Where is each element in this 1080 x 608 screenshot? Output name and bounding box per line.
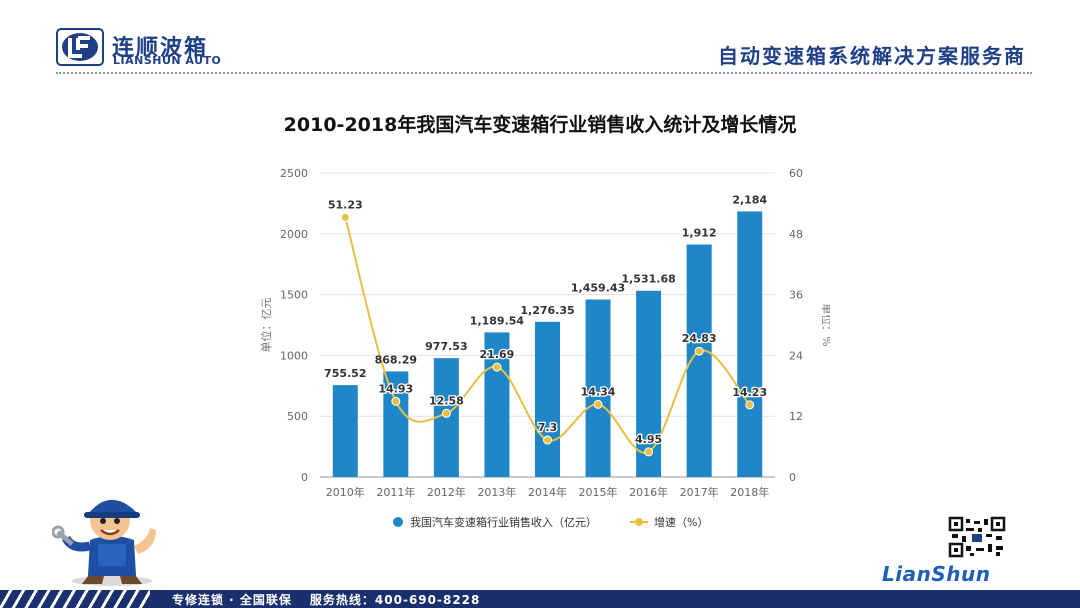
header-slogan: 自动变速箱系统解决方案服务商 <box>718 44 1026 68</box>
growth-point <box>745 400 755 410</box>
brand-name-en: LIANSHUN AUTO <box>113 54 222 67</box>
line-value-label: 14.34 <box>581 385 616 398</box>
chart-axes: 0 500 1000 1500 2000 2500 0 12 24 36 48 60 2010年 2011… <box>259 167 830 499</box>
y-tick-label: 1500 <box>280 289 308 302</box>
y2-tick-label: 60 <box>789 167 803 180</box>
growth-point <box>543 435 552 445</box>
x-tick-label: 2014年 <box>528 485 567 499</box>
line-value-label: 14.23 <box>732 386 767 399</box>
legend-bar-marker <box>393 517 403 527</box>
y2-tick-label: 0 <box>789 471 796 484</box>
line-value-label: 4.95 <box>635 433 662 446</box>
bar <box>636 290 662 477</box>
y-tick-label: 2000 <box>280 228 308 241</box>
line-series <box>340 212 755 457</box>
y-tick-label: 0 <box>301 471 308 484</box>
y-tick-label: 500 <box>287 410 308 423</box>
bar <box>535 321 560 477</box>
qr-code-icon <box>948 516 1006 558</box>
growth-point <box>492 362 502 372</box>
legend-line-label: 增速（%） <box>654 515 708 529</box>
brand-name-cn: 连顺波箱 <box>112 36 209 61</box>
x-tick-label: 2010年 <box>326 485 365 499</box>
header-divider <box>56 72 1032 74</box>
sales-growth-chart: 755.52 868.29 977.531,189.541,276.35 1,459.… <box>259 167 830 529</box>
slide-header: 连顺波箱 LIANSHUN AUTO 自动变速箱系统解决方案服务商 <box>0 0 1080 76</box>
bar-value-label: 868.29 <box>375 353 417 366</box>
footer-hotline: 服务热线：400-690-8228 <box>309 593 481 607</box>
bar-value-label: 1,912 <box>682 227 717 240</box>
bar <box>585 299 611 477</box>
x-tick-label: 2011年 <box>376 485 415 499</box>
growth-point <box>593 399 603 409</box>
growth-point <box>644 447 654 457</box>
y2-tick-label: 24 <box>789 349 803 362</box>
y2-tick-label: 48 <box>789 228 803 241</box>
line-value-label: 24.83 <box>682 332 717 345</box>
bar-value-label: 755.52 <box>324 367 366 380</box>
bar <box>383 371 409 477</box>
bar <box>484 332 510 477</box>
line-value-label: 21.69 <box>480 348 515 361</box>
data-labels: 755.52 868.29 977.531,189.541,276.35 1,459.… <box>324 193 768 447</box>
x-tick-label: 2016年 <box>629 485 668 499</box>
y-tick-label: 1000 <box>280 349 308 362</box>
footer-stripes <box>0 590 150 608</box>
legend-bar-label: 我国汽车变速箱行业销售收入（亿元） <box>410 515 597 529</box>
x-tick-label: 2017年 <box>680 485 719 499</box>
y2-axis-title: 单位：% <box>820 303 830 346</box>
bar-value-label: 2,184 <box>732 193 767 206</box>
y-tick-label: 2500 <box>280 167 308 180</box>
line-value-label: 7.3 <box>538 421 558 434</box>
bar-value-label: 1,189.54 <box>470 314 525 327</box>
growth-point <box>441 408 451 418</box>
chart-legend: 我国汽车变速箱行业销售收入（亿元） 增速（%） <box>393 515 708 529</box>
growth-point <box>694 346 704 356</box>
y2-tick-label: 36 <box>789 289 803 302</box>
line-value-label: 14.93 <box>378 382 413 395</box>
line-value-label: 12.58 <box>429 394 464 407</box>
bar-value-label: 1,276.35 <box>520 304 574 317</box>
y-axis-title: 单位：亿元 <box>259 298 273 353</box>
brand-script-logo: LianShun <box>882 562 991 586</box>
growth-point <box>340 212 350 222</box>
slide-footer: 专修连锁 · 全国联保 服务热线：400-690-8228 <box>0 590 1080 608</box>
bar <box>737 211 763 477</box>
footer-text: 专修连锁 · 全国联保 服务热线：400-690-8228 <box>172 591 480 608</box>
x-tick-label: 2013年 <box>477 485 516 499</box>
bar-value-label: 1,531.68 <box>621 273 675 286</box>
bar-value-label: 1,459.43 <box>571 282 625 295</box>
mechanic-mascot-icon <box>52 499 156 586</box>
lianshun-logo-icon <box>56 28 104 66</box>
legend-line-dot <box>635 518 643 526</box>
growth-point <box>391 396 401 406</box>
line-value-label: 51.23 <box>328 198 363 211</box>
chart-title: 2010-2018年我国汽车变速箱行业销售收入统计及增长情况 <box>283 114 797 136</box>
x-tick-label: 2012年 <box>427 485 466 499</box>
bar-value-label: 977.53 <box>425 340 467 353</box>
y2-tick-label: 12 <box>789 410 803 423</box>
footer-service-text: 专修连锁 · 全国联保 <box>172 593 292 607</box>
x-tick-label: 2018年 <box>730 485 769 499</box>
x-tick-label: 2015年 <box>579 485 618 499</box>
bar <box>332 385 358 477</box>
bar-series <box>332 211 763 477</box>
